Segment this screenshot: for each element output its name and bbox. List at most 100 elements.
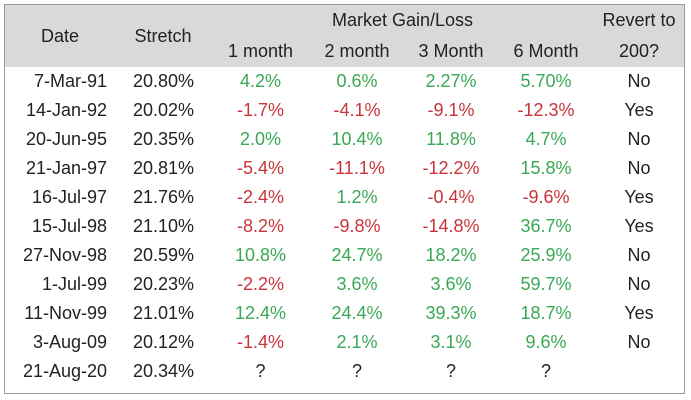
table-row: 14-Jan-92 20.02% -1.7% -4.1% -9.1% -12.3% Yes <box>5 96 684 125</box>
cell-2-month: -4.1% <box>333 100 381 120</box>
cell-3-month: 2.27% <box>425 71 477 91</box>
cell-date: 20-Jun-95 <box>25 129 107 149</box>
cell-2-month: 24.4% <box>331 303 383 323</box>
cell-revert: Yes <box>624 216 654 236</box>
cell-3-month: 3.1% <box>430 332 472 352</box>
cell-6-month: -12.3% <box>517 100 575 120</box>
cell-3-month: 11.8% <box>426 129 476 149</box>
cell-revert: No <box>627 71 651 91</box>
cell-revert: No <box>627 274 651 294</box>
cell-2-month: 10.4% <box>331 129 383 149</box>
cell-1-month: 12.4% <box>234 303 287 323</box>
cell-date: 11-Nov-99 <box>24 303 107 323</box>
cell-6-month: ? <box>540 361 551 381</box>
cell-date: 16-Jul-97 <box>31 187 107 207</box>
market-stretch-table: Date Stretch Market Gain/Loss Revert to … <box>5 5 684 386</box>
cell-3-month: -12.2% <box>422 158 480 178</box>
cell-6-month: 9.6% <box>525 332 567 352</box>
cell-date: 7-Mar-91 <box>33 71 107 91</box>
cell-stretch: 20.34% <box>133 361 195 381</box>
cell-6-month: 5.70% <box>520 71 572 91</box>
table-row: 3-Aug-09 20.12% -1.4% 2.1% 3.1% 9.6% No <box>5 328 684 357</box>
cell-revert <box>594 357 684 386</box>
cell-6-month: 36.7% <box>520 216 572 236</box>
table-row: 21-Jan-97 20.81% -5.4% -11.1% -12.2% 15.8% No <box>5 154 684 183</box>
cell-1-month: -1.7% <box>236 100 285 120</box>
header-revert-line1: Revert to <box>602 9 676 30</box>
cell-6-month: 59.7% <box>520 274 572 294</box>
cell-2-month: 0.6% <box>336 71 378 91</box>
cell-1-month: 4.2% <box>239 71 282 91</box>
cell-1-month: 2.0% <box>239 129 282 149</box>
cell-3-month: 3.6% <box>430 274 472 294</box>
cell-date: 1-Jul-99 <box>41 274 107 294</box>
cell-revert: No <box>627 332 651 352</box>
cell-1-month: -8.2% <box>236 216 285 236</box>
cell-stretch: 20.02% <box>133 100 195 120</box>
table-row: 15-Jul-98 21.10% -8.2% -9.8% -14.8% 36.7% Yes <box>5 212 684 241</box>
table-row: 16-Jul-97 21.76% -2.4% 1.2% -0.4% -9.6% Yes <box>5 183 684 212</box>
cell-1-month: -5.4% <box>236 158 285 178</box>
cell-6-month: -9.6% <box>522 187 570 207</box>
cell-2-month: 24.7% <box>331 245 383 265</box>
table-body: 7-Mar-91 20.80% 4.2% 0.6% 2.27% 5.70% No 14-Jan… <box>5 67 684 386</box>
data-table-frame: Date Stretch Market Gain/Loss Revert to … <box>4 4 685 394</box>
table-row: 7-Mar-91 20.80% 4.2% 0.6% 2.27% 5.70% No <box>5 67 684 96</box>
header-market-gain-loss: Market Gain/Loss <box>331 9 474 30</box>
cell-3-month: -9.1% <box>427 100 475 120</box>
cell-3-month: 18.2% <box>425 245 477 265</box>
cell-revert: Yes <box>624 303 654 323</box>
cell-stretch: 20.80% <box>133 71 195 91</box>
cell-stretch: 21.01% <box>133 303 195 323</box>
cell-3-month: -14.8% <box>422 216 480 236</box>
cell-1-month: -2.4% <box>236 187 285 207</box>
table-row: 21-Aug-20 20.34%???? <box>5 357 684 386</box>
cell-stretch: 21.10% <box>133 216 195 236</box>
cell-6-month: 4.7% <box>525 129 567 149</box>
header-1-month: 1 month <box>227 40 294 61</box>
cell-stretch: 20.35% <box>133 129 195 149</box>
header-6-month: 6 Month <box>513 40 579 61</box>
cell-1-month: ? <box>255 361 266 381</box>
cell-1-month: -1.4% <box>236 332 285 352</box>
cell-revert: No <box>627 158 651 178</box>
cell-date: 21-Jan-97 <box>25 158 107 178</box>
cell-1-month: -2.2% <box>236 274 285 294</box>
header-stretch: Stretch <box>134 25 192 46</box>
table-row: 1-Jul-99 20.23% -2.2% 3.6% 3.6% 59.7% No <box>5 270 684 299</box>
cell-3-month: -0.4% <box>427 187 475 207</box>
cell-date: 14-Jan-92 <box>25 100 107 120</box>
cell-6-month: 15.8% <box>520 158 572 178</box>
cell-date: 21-Aug-20 <box>22 361 107 381</box>
table-row: 11-Nov-99 21.01% 12.4% 24.4% 39.3% 18.7% Yes <box>5 299 684 328</box>
cell-stretch: 20.59% <box>133 245 195 265</box>
cell-revert: No <box>627 129 651 149</box>
cell-stretch: 20.12% <box>133 332 195 352</box>
table-header-background <box>5 5 684 67</box>
header-date: Date <box>40 25 80 46</box>
cell-revert: Yes <box>624 100 654 120</box>
table-row: 27-Nov-98 20.59% 10.8% 24.7% 18.2% 25.9% No <box>5 241 684 270</box>
cell-3-month: ? <box>445 361 456 381</box>
cell-2-month: 3.6% <box>336 274 378 294</box>
header-2-month: 2 month <box>324 40 390 61</box>
cell-date: 3-Aug-09 <box>32 332 107 352</box>
cell-6-month: 25.9% <box>520 245 572 265</box>
cell-date: 27-Nov-98 <box>22 245 107 265</box>
cell-2-month: 2.1% <box>336 332 378 352</box>
cell-2-month: 1.2% <box>336 187 378 207</box>
cell-revert: Yes <box>624 187 654 207</box>
table-row: 20-Jun-95 20.35% 2.0% 10.4% 11.8% 4.7% No <box>5 125 684 154</box>
cell-2-month: -9.8% <box>333 216 381 236</box>
cell-revert: No <box>627 245 651 265</box>
cell-2-month: -11.1% <box>329 158 385 178</box>
cell-date: 15-Jul-98 <box>31 216 107 236</box>
cell-1-month: 10.8% <box>234 245 287 265</box>
cell-3-month: 39.3% <box>425 303 477 323</box>
cell-2-month: ? <box>351 361 362 381</box>
header-3-month: 3 Month <box>418 40 484 61</box>
cell-6-month: 18.7% <box>520 303 572 323</box>
cell-stretch: 20.81% <box>133 158 195 178</box>
cell-stretch: 21.76% <box>133 187 195 207</box>
cell-stretch: 20.23% <box>133 274 195 294</box>
